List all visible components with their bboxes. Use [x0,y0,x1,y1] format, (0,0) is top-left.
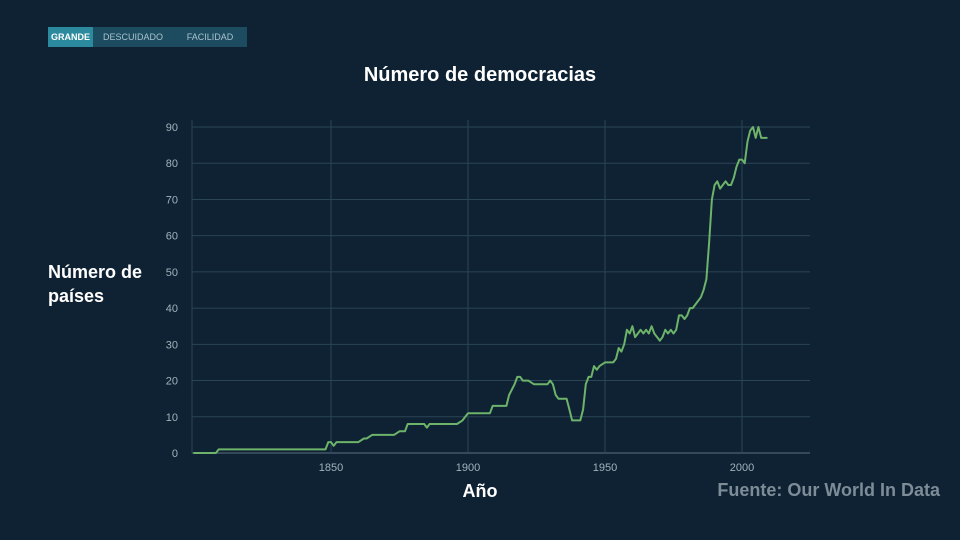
series-layer [193,126,768,454]
series-line [193,126,768,454]
y-tick-label: 10 [166,412,178,424]
tab-descuidado[interactable]: DESCUIDADO [102,32,163,42]
tab-facilidad[interactable]: FACILIDAD [186,32,234,42]
y-tick-label: 20 [166,376,178,388]
tick-labels: 0 10 20 30 40 50 60 70 80 90 1850 1900 1950 2000 [166,122,754,474]
x-tick-label: 2000 [730,462,754,474]
y-tick-label: 50 [166,267,178,279]
x-tick-label: 1950 [593,462,617,474]
chart-title: Número de democracias [363,64,597,86]
y-tick-label: 30 [166,339,178,351]
x-tick-label: 1850 [319,462,343,474]
x-tick-label: 1900 [456,462,480,474]
source-note: Fuente: Our World In Data [717,480,940,500]
y-tick-label: 90 [166,122,178,134]
x-axis-label: Año [462,481,498,501]
nav-tabs: GRANDE DESCUIDADO FACILIDAD [48,27,247,47]
y-tick-label: 80 [166,158,178,170]
y-tick-label: 70 [166,194,178,206]
tab-grande[interactable]: GRANDE [48,27,93,47]
y-tick-label: 40 [166,303,178,315]
y-tick-label: 60 [166,231,178,243]
grid [191,120,810,454]
y-axis-label: Número de países [48,262,143,306]
y-tick-label: 0 [172,448,178,460]
